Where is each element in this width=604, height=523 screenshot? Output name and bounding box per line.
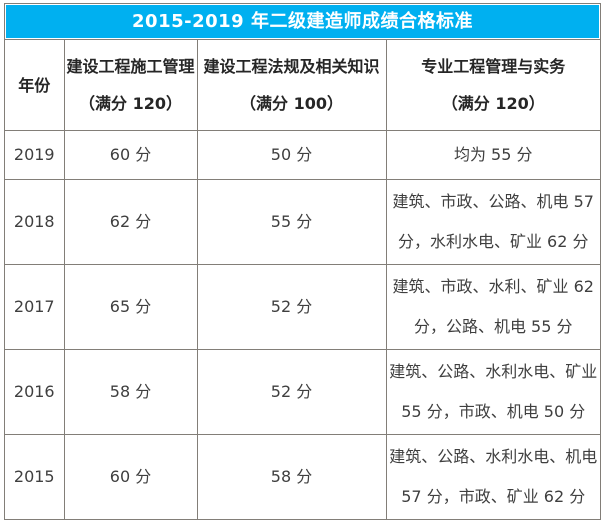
year-cell: 2019 xyxy=(5,130,64,180)
management-score-cell: 60 分 xyxy=(63,130,197,180)
practice-score-cell: 建筑、公路、水利水电、机电 57 分，市政、矿业 62 分 xyxy=(385,434,600,519)
practice-score-cell: 建筑、市政、水利、矿业 62 分，公路、机电 55 分 xyxy=(385,264,600,350)
practice-score-cell: 均为 55 分 xyxy=(385,130,600,180)
score-standards-panel: 2015-2019 年二级建造师成绩合格标准 年份 建设工程施工管理 （满分 1… xyxy=(4,3,601,520)
col-header-laws-knowledge-fullscore: （满分 100） xyxy=(240,94,343,113)
management-score-cell: 65 分 xyxy=(63,264,197,350)
table-title: 2015-2019 年二级建造师成绩合格标准 xyxy=(6,5,599,38)
year-cell: 2015 xyxy=(5,434,64,519)
management-score-cell: 58 分 xyxy=(63,349,197,435)
table-row-2017: 2017 65 分 52 分 建筑、市政、水利、矿业 62 分，公路、机电 55… xyxy=(5,264,600,350)
col-header-year-label: 年份 xyxy=(18,75,51,95)
col-header-year: 年份 xyxy=(5,39,64,131)
year-cell: 2017 xyxy=(5,264,64,350)
col-header-laws-knowledge-label: 建设工程法规及相关知识 xyxy=(203,57,380,76)
regulations-score-cell: 55 分 xyxy=(196,179,386,265)
table-row-2018: 2018 62 分 55 分 建筑、市政、公路、机电 57 分，水利水电、矿业 … xyxy=(5,179,600,265)
col-header-professional-practice-label: 专业工程管理与实务 xyxy=(421,57,566,76)
col-header-construction-management-label: 建设工程施工管理 xyxy=(66,57,195,76)
col-header-professional-practice: 专业工程管理与实务 （满分 120） xyxy=(385,39,600,131)
table-row-2015: 2015 60 分 58 分 建筑、公路、水利水电、机电 57 分，市政、矿业 … xyxy=(5,434,600,519)
year-cell: 2018 xyxy=(5,179,64,265)
year-cell: 2016 xyxy=(5,349,64,435)
management-score-cell: 60 分 xyxy=(63,434,197,519)
header-row: 年份 建设工程施工管理 （满分 120） 建设工程法规及相关知识 （满分 100… xyxy=(5,39,600,131)
col-header-construction-management: 建设工程施工管理 （满分 120） xyxy=(63,39,197,131)
col-header-laws-knowledge: 建设工程法规及相关知识 （满分 100） xyxy=(196,39,386,131)
management-score-cell: 62 分 xyxy=(63,179,197,265)
regulations-score-cell: 52 分 xyxy=(196,264,386,350)
table-row-2019: 2019 60 分 50 分 均为 55 分 xyxy=(5,130,600,180)
practice-score-cell: 建筑、公路、水利水电、矿业 55 分，市政、机电 50 分 xyxy=(385,349,600,435)
regulations-score-cell: 52 分 xyxy=(196,349,386,435)
practice-score-cell: 建筑、市政、公路、机电 57 分，水利水电、矿业 62 分 xyxy=(385,179,600,265)
table-row-2016: 2016 58 分 52 分 建筑、公路、水利水电、矿业 55 分，市政、机电 … xyxy=(5,349,600,435)
regulations-score-cell: 58 分 xyxy=(196,434,386,519)
col-header-construction-management-fullscore: （满分 120） xyxy=(79,94,182,113)
regulations-score-cell: 50 分 xyxy=(196,130,386,180)
col-header-professional-practice-fullscore: （满分 120） xyxy=(441,94,545,113)
score-standards-table: 年份 建设工程施工管理 （满分 120） 建设工程法规及相关知识 （满分 100… xyxy=(5,39,600,519)
